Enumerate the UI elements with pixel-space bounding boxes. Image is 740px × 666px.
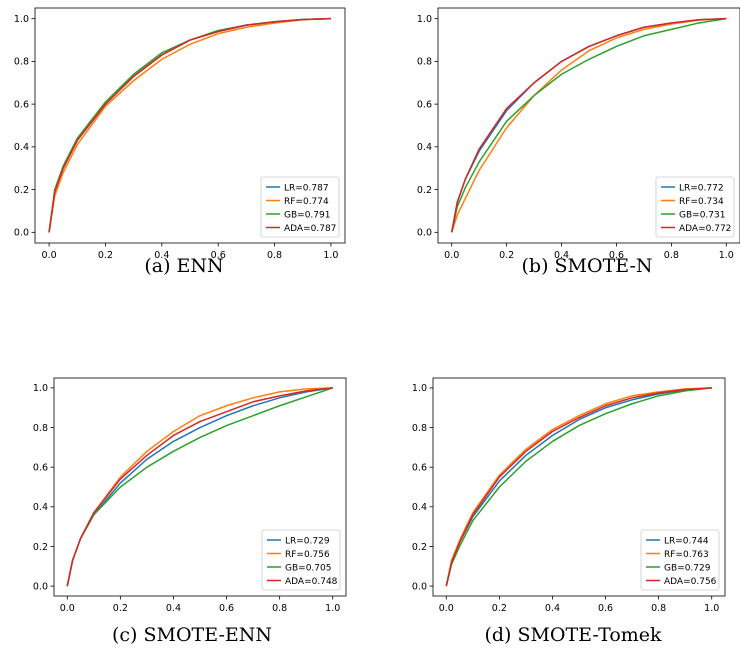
plot-frame bbox=[432, 377, 726, 597]
series-line-ada bbox=[450, 17, 727, 233]
x-tick-label: 0.2 bbox=[113, 603, 128, 614]
legend-label: GB=0.791 bbox=[284, 210, 330, 220]
roc-panel-2: 0.0 0.2 0.4 0.6 0.8 1.0 0.0 0.2 0.4 0.6 0.8 1.0 LR=0… bbox=[417, 7, 740, 261]
x-tick-label: 0.6 bbox=[598, 603, 613, 614]
x-tick-label: 0.2 bbox=[98, 250, 113, 261]
x-tick-label: 0.0 bbox=[444, 250, 459, 261]
roc-panel-3: 0.0 0.2 0.4 0.6 0.8 1.0 0.0 0.2 0.4 0.6 0.8 1.0 LR=0… bbox=[33, 377, 347, 614]
y-tick-label: 0.0 bbox=[412, 581, 427, 592]
y-tick-label: 0.0 bbox=[33, 581, 48, 592]
x-tick-label: 0.6 bbox=[609, 250, 624, 261]
legend-label: LR=0.729 bbox=[285, 536, 330, 546]
x-tick-label: 1.0 bbox=[719, 250, 734, 261]
plot-frame bbox=[437, 7, 740, 244]
y-tick-label: 0.6 bbox=[417, 99, 432, 110]
x-tick-label: 0.4 bbox=[154, 250, 169, 261]
legend-label: GB=0.729 bbox=[664, 563, 711, 573]
legend-label: RF=0.774 bbox=[284, 197, 329, 207]
legend-box bbox=[261, 529, 341, 591]
panel-caption: (d) SMOTE-Tomek bbox=[484, 624, 662, 646]
y-tick-label: 1.0 bbox=[417, 14, 432, 25]
series-line-gb bbox=[450, 17, 727, 233]
legend-label: RF=0.763 bbox=[664, 550, 709, 560]
x-tick-label: 1.0 bbox=[323, 250, 338, 261]
x-tick-label: 0.2 bbox=[492, 603, 507, 614]
legend-box bbox=[640, 529, 720, 591]
series-line-ada bbox=[66, 387, 333, 587]
x-tick-label: 0.8 bbox=[267, 250, 282, 261]
x-tick-label: 0.6 bbox=[219, 603, 234, 614]
legend-label: LR=0.744 bbox=[664, 536, 709, 546]
y-tick-label: 1.0 bbox=[412, 383, 427, 394]
roc-panel-4: 0.0 0.2 0.4 0.6 0.8 1.0 0.0 0.2 0.4 0.6 0.8 1.0 LR=0… bbox=[412, 377, 726, 614]
y-tick-label: 0.8 bbox=[33, 423, 48, 434]
panel-caption: (b) SMOTE-N bbox=[521, 255, 653, 277]
y-tick-label: 0.2 bbox=[412, 542, 427, 553]
roc-panel-1: 0.0 0.2 0.4 0.6 0.8 1.0 0.0 0.2 0.4 0.6 0.8 1.0 LR=0… bbox=[14, 7, 346, 261]
plot-frame bbox=[34, 7, 346, 244]
y-tick-label: 0.8 bbox=[14, 57, 29, 68]
legend: LR=0.729 RF=0.756 GB=0.705 ADA=0.748 bbox=[261, 529, 341, 591]
y-tick-label: 0.2 bbox=[417, 185, 432, 196]
y-tick-label: 0.6 bbox=[412, 462, 427, 473]
legend-label: GB=0.731 bbox=[679, 210, 725, 220]
legend-label: ADA=0.772 bbox=[679, 224, 731, 234]
legend: LR=0.772 RF=0.734 GB=0.731 ADA=0.772 bbox=[655, 176, 735, 238]
series-line-ada bbox=[48, 17, 331, 233]
legend-box bbox=[655, 176, 735, 238]
x-tick-label: 1.0 bbox=[325, 603, 340, 614]
legend: LR=0.787 RF=0.774 GB=0.791 ADA=0.787 bbox=[260, 176, 340, 238]
y-tick-label: 0.6 bbox=[33, 462, 48, 473]
x-tick-label: 0.4 bbox=[554, 250, 569, 261]
legend-box bbox=[260, 176, 340, 238]
legend-label: ADA=0.787 bbox=[284, 224, 336, 234]
x-tick-label: 0.6 bbox=[211, 250, 226, 261]
legend-label: ADA=0.756 bbox=[664, 577, 717, 587]
y-tick-label: 1.0 bbox=[33, 383, 48, 394]
series-line-rf bbox=[48, 17, 331, 233]
y-tick-label: 1.0 bbox=[14, 14, 29, 25]
series-line-gb bbox=[445, 387, 712, 587]
panel-caption: (a) ENN bbox=[144, 255, 224, 277]
x-tick-label: 0.4 bbox=[545, 603, 560, 614]
y-tick-label: 0.4 bbox=[33, 502, 48, 513]
y-tick-label: 0.6 bbox=[14, 99, 29, 110]
legend-label: RF=0.756 bbox=[285, 550, 330, 560]
legend-label: RF=0.734 bbox=[679, 197, 724, 207]
plot-frame bbox=[53, 377, 347, 597]
legend: LR=0.744 RF=0.763 GB=0.729 ADA=0.756 bbox=[640, 529, 720, 591]
y-tick-label: 0.4 bbox=[412, 502, 427, 513]
y-tick-label: 0.8 bbox=[412, 423, 427, 434]
x-tick-label: 0.4 bbox=[166, 603, 181, 614]
x-tick-label: 0.0 bbox=[42, 250, 57, 261]
legend-label: GB=0.705 bbox=[285, 563, 331, 573]
series-line-rf bbox=[445, 387, 712, 587]
series-line-rf bbox=[451, 17, 727, 233]
series-line-ada bbox=[445, 387, 712, 587]
legend-label: ADA=0.748 bbox=[285, 577, 338, 587]
x-tick-label: 1.0 bbox=[704, 603, 719, 614]
y-tick-label: 0.4 bbox=[14, 142, 29, 153]
y-tick-label: 0.2 bbox=[14, 185, 29, 196]
x-tick-label: 0.8 bbox=[651, 603, 666, 614]
y-tick-label: 0.0 bbox=[14, 228, 29, 239]
x-tick-label: 0.2 bbox=[499, 250, 514, 261]
y-tick-label: 0.4 bbox=[417, 142, 432, 153]
x-tick-label: 0.8 bbox=[664, 250, 679, 261]
y-tick-label: 0.8 bbox=[417, 57, 432, 68]
panel-caption: (c) SMOTE-ENN bbox=[112, 624, 272, 646]
y-tick-label: 0.0 bbox=[417, 228, 432, 239]
legend-label: LR=0.787 bbox=[284, 183, 329, 193]
y-tick-label: 0.2 bbox=[33, 542, 48, 553]
x-tick-label: 0.0 bbox=[60, 603, 75, 614]
x-tick-label: 0.8 bbox=[272, 603, 287, 614]
x-tick-label: 0.0 bbox=[439, 603, 454, 614]
legend-label: LR=0.772 bbox=[679, 183, 724, 193]
